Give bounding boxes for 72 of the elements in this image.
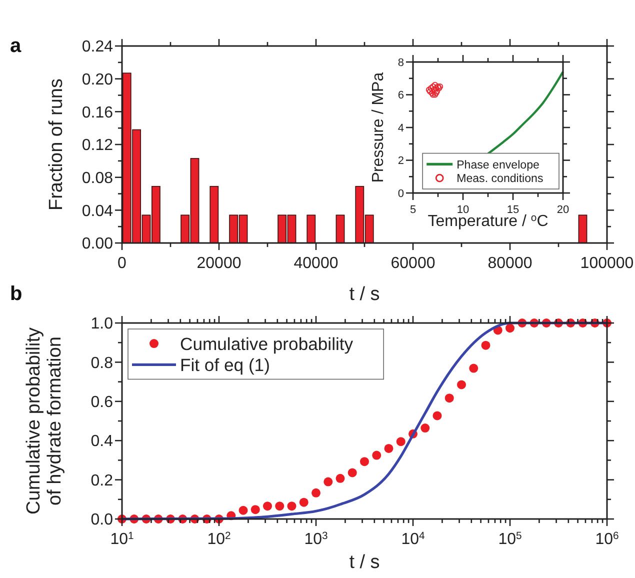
- point: [312, 488, 320, 498]
- y-tick-label: 0.8: [90, 354, 114, 372]
- point: [372, 450, 382, 460]
- x-tick-label: 60000: [390, 255, 436, 272]
- y-axis-title: Pressure / MPa: [370, 72, 387, 183]
- point: [430, 84, 436, 90]
- x-tick-label: 80000: [488, 255, 532, 272]
- y-tick-label: 0.6: [90, 394, 114, 411]
- y-axis-title: Fraction of runs: [46, 78, 67, 210]
- point: [287, 502, 296, 511]
- y-tick-label: 0.08: [82, 170, 114, 187]
- y-tick-label: 0.16: [82, 104, 114, 122]
- x-tick-label: 10$^{2}$: [207, 530, 232, 548]
- x-axis-title: t / s: [349, 284, 380, 305]
- point: [396, 437, 406, 446]
- point: [384, 444, 394, 453]
- point: [426, 88, 434, 95]
- x-tick-label: 10$^{3}$: [304, 530, 328, 548]
- point: [444, 394, 454, 403]
- y-tick-label: 0: [398, 188, 404, 200]
- y-tick-label: 0.12: [82, 137, 114, 154]
- point: [348, 468, 357, 478]
- x-tick-label: 10$^{5}$: [498, 530, 522, 548]
- y-tick-label: 6: [398, 90, 404, 102]
- x-tick-label: 20: [556, 204, 570, 216]
- point: [469, 364, 478, 373]
- y-tick-label: 0.2: [90, 472, 114, 490]
- point: [324, 477, 333, 486]
- x-tick-label: 10$^{1}$: [110, 530, 134, 548]
- x-tick-label: 10$^{6}$: [595, 530, 620, 548]
- y-tick-label: 0.0: [90, 512, 114, 529]
- legend-label: Phase envelope: [456, 159, 540, 172]
- point: [360, 457, 369, 466]
- point: [432, 82, 438, 88]
- point: [434, 88, 440, 95]
- legend-label: Meas. conditions: [456, 173, 544, 186]
- point: [426, 86, 432, 93]
- point: [336, 474, 345, 483]
- point: [299, 498, 308, 507]
- y-tick-label: 8: [398, 56, 404, 69]
- x-tick-label: 10$^{4}$: [401, 530, 426, 548]
- point: [428, 85, 434, 92]
- point: [275, 502, 284, 511]
- text: b: [10, 283, 22, 305]
- point: [420, 424, 430, 433]
- x-tick-label: 40000: [294, 255, 338, 272]
- y-tick-label: 0.00: [82, 236, 114, 253]
- y-tick-label: 1.0: [90, 316, 114, 333]
- x-axis-title: t / s: [349, 552, 380, 573]
- point: [250, 505, 260, 514]
- y-tick-label: 0.20: [82, 71, 114, 88]
- x-tick-label: 100000: [580, 255, 634, 272]
- y-tick-label: 2: [398, 155, 404, 168]
- legend-label: Cumulative probability: [180, 334, 354, 354]
- point: [456, 380, 466, 390]
- x-tick-label: 0: [118, 255, 127, 272]
- point: [506, 324, 514, 333]
- y-axis-title: Cumulative probability of hydrate formation: [24, 327, 66, 514]
- legend-label: Fit of eq (1): [180, 355, 270, 376]
- point: [432, 85, 440, 92]
- point: [432, 411, 442, 420]
- point: [238, 506, 248, 515]
- y-tick-label: 0.24: [82, 38, 114, 56]
- y-tick-label: 0.04: [82, 202, 114, 220]
- y-tick-label: 0.4: [90, 433, 114, 450]
- y-tick-label: 4: [398, 122, 404, 134]
- x-tick-label: 5: [410, 204, 416, 216]
- line-series: [486, 70, 564, 155]
- x-tick-label: 20000: [196, 255, 242, 272]
- text: a: [10, 35, 22, 57]
- point: [262, 502, 272, 511]
- point: [481, 340, 490, 350]
